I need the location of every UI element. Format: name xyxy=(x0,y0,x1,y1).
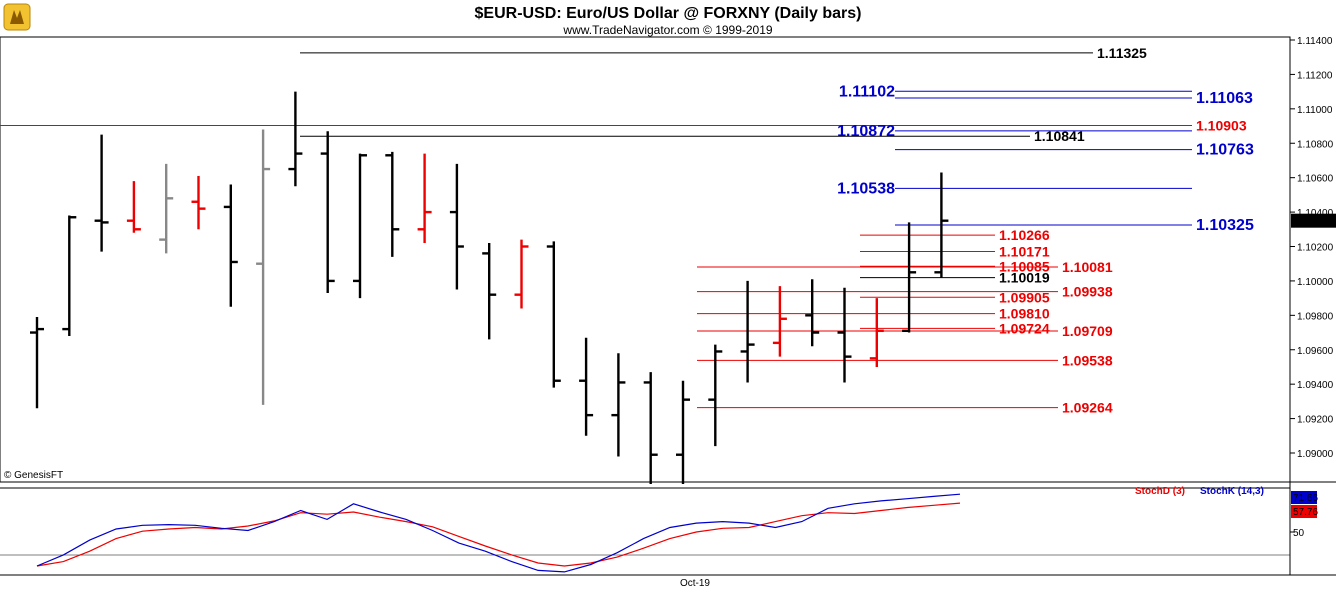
ohlc-bar xyxy=(417,153,432,244)
level-label: 1.09538 xyxy=(1062,352,1113,368)
ohlc-bar xyxy=(772,286,787,357)
price-panel xyxy=(0,36,1291,483)
y-tick-label: 1.10800 xyxy=(1297,139,1334,150)
level-label: 1.10085 xyxy=(999,258,1050,274)
y-tick-label: 1.10400 xyxy=(1297,208,1334,219)
ohlc-bar xyxy=(288,91,303,187)
last-price-marker: 1.10350 xyxy=(1291,213,1336,228)
y-tick-label: 1.10000 xyxy=(1297,277,1334,288)
y-tick-label: 1.11200 xyxy=(1297,70,1333,81)
level-label: 1.09905 xyxy=(999,289,1050,305)
ohlc-bar xyxy=(385,151,400,257)
ohlc-bar xyxy=(94,134,109,252)
level-label: 1.10325 xyxy=(1196,217,1254,234)
y-tick-label: 1.10600 xyxy=(1297,174,1334,185)
level-label: 1.09724 xyxy=(999,320,1050,336)
level-label: 1.10019 xyxy=(999,270,1050,286)
ohlc-bar xyxy=(191,175,206,230)
ohlc-bar xyxy=(30,317,44,409)
y-tick-label: 1.09800 xyxy=(1297,311,1334,322)
level-label: 1.10903 xyxy=(1196,118,1247,134)
ohlc-bar xyxy=(611,353,626,457)
stoch-tick-label: 50 xyxy=(1293,528,1305,539)
chart-subtitle: www.TradeNavigator.com © 1999-2019 xyxy=(562,23,772,37)
x-tick-label: Oct-19 xyxy=(680,578,710,589)
level-label: 1.09810 xyxy=(999,306,1050,322)
level-label: 1.09264 xyxy=(1062,400,1113,416)
ohlc-bar xyxy=(256,129,271,405)
stochk-legend: StochK (14,3) xyxy=(1200,486,1264,497)
level-label: 1.11325 xyxy=(1097,45,1147,61)
ohlc-bar xyxy=(126,181,141,233)
level-label: 1.10763 xyxy=(1196,142,1254,159)
y-tick-label: 1.09400 xyxy=(1297,380,1334,391)
ohlc-bar xyxy=(740,280,755,383)
stochd-last-label: 57.76 xyxy=(1293,507,1318,518)
stochk-last-label: 71.66 xyxy=(1293,493,1318,504)
ohlc-bar xyxy=(449,163,464,290)
stochastic-panel: 50 71.66 57.76 xyxy=(36,491,1318,573)
ohlc-bar xyxy=(159,163,174,254)
ohlc-bar xyxy=(708,344,723,447)
ohlc-bars xyxy=(30,91,949,484)
ohlc-bar xyxy=(934,172,949,278)
ohlc-bar xyxy=(223,184,238,307)
ohlc-bar xyxy=(805,279,820,347)
ohlc-bar xyxy=(643,372,658,484)
level-label: 1.10841 xyxy=(1034,128,1085,144)
last-price-box xyxy=(1291,213,1336,228)
level-label: 1.11102 xyxy=(839,83,895,100)
level-label: 1.10081 xyxy=(1062,259,1113,275)
stoch-series-line xyxy=(36,493,961,573)
ohlc-bar xyxy=(676,380,690,484)
stoch-series-line xyxy=(36,502,961,567)
stochd-legend: StochD (3) xyxy=(1135,486,1185,497)
genesis-credit: © GenesisFT xyxy=(4,470,63,481)
ohlc-bar xyxy=(579,337,594,436)
level-label: 1.10872 xyxy=(837,123,895,140)
ohlc-bar xyxy=(546,241,561,388)
level-label: 1.11063 xyxy=(1196,90,1253,107)
level-label: 1.09938 xyxy=(1062,284,1113,300)
y-tick-label: 1.09600 xyxy=(1297,346,1334,357)
y-tick-label: 1.11400 xyxy=(1297,36,1333,47)
chart-title: $EUR-USD: Euro/US Dollar @ FORXNY (Daily… xyxy=(475,5,862,22)
ohlc-bar xyxy=(869,298,884,367)
ohlc-bar xyxy=(837,287,852,383)
ohlc-bar xyxy=(902,222,917,333)
y-tick-label: 1.09200 xyxy=(1297,415,1334,426)
level-label: 1.09709 xyxy=(1062,323,1113,339)
ohlc-bar xyxy=(320,131,335,293)
ohlc-bar xyxy=(62,215,77,336)
ohlc-bar xyxy=(353,153,367,299)
ohlc-bar xyxy=(482,243,497,340)
price-axis: 1.11400 1.11200 1.11000 1.10800 1.10600 1.104… xyxy=(1290,36,1334,460)
y-tick-label: 1.11000 xyxy=(1297,105,1333,116)
stochk-last-box xyxy=(1291,491,1317,504)
gold-bull-icon xyxy=(3,3,31,31)
y-tick-label: 1.09000 xyxy=(1297,449,1334,460)
level-label: 1.10171 xyxy=(999,243,1050,259)
level-label: 1.10538 xyxy=(837,180,895,197)
level-label: 1.10266 xyxy=(999,227,1050,243)
ohlc-bar xyxy=(514,239,529,309)
last-price-label: 1.10350 xyxy=(1295,217,1332,228)
stochd-last-box xyxy=(1291,505,1317,518)
y-tick-label: 1.10200 xyxy=(1297,243,1334,254)
price-levels: 1.11325 1.11102 1.11063 1.10903 1.10872 1.108… xyxy=(0,45,1254,416)
